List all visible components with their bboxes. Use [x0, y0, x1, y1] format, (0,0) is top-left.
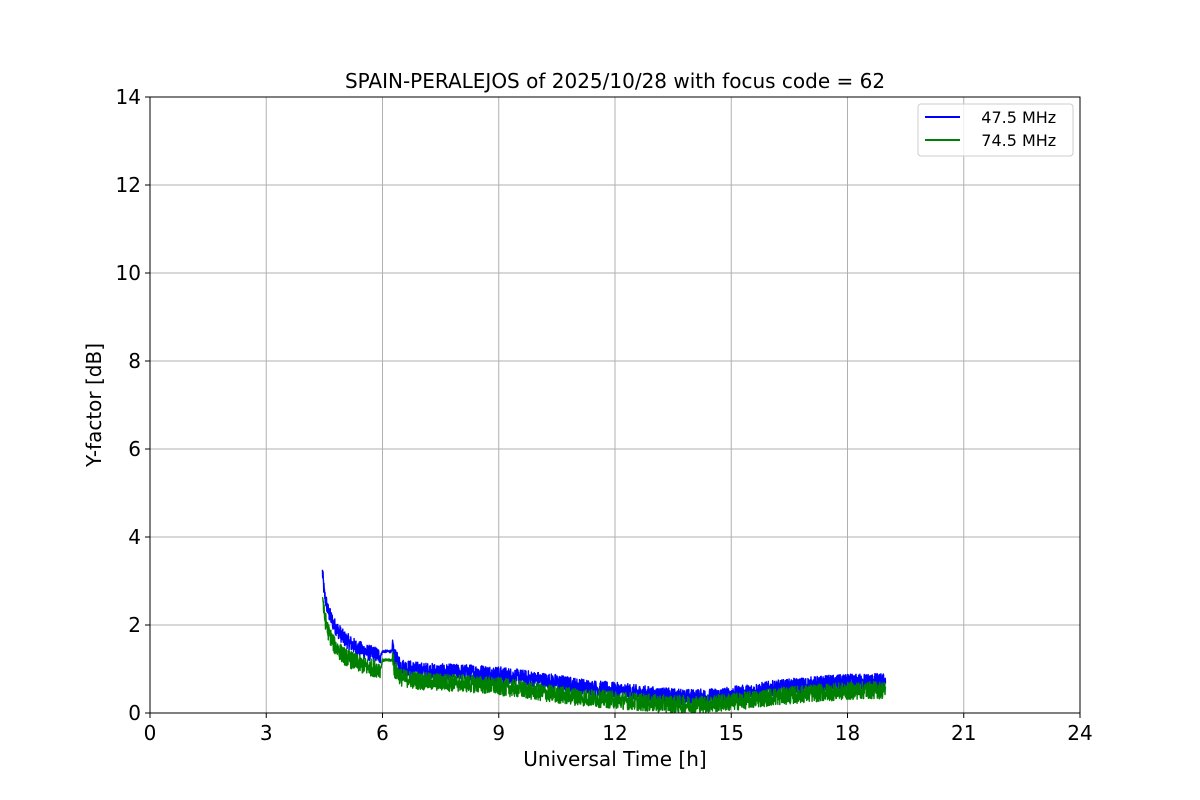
x-tick-label: 18 [835, 721, 860, 745]
y-tick-label: 14 [116, 85, 141, 109]
x-tick-label: 6 [376, 721, 389, 745]
y-tick-label: 6 [128, 437, 141, 461]
x-axis-title: Universal Time [h] [523, 747, 706, 771]
legend: 47.5 MHz 74.5 MHz [917, 103, 1074, 157]
x-tick-label: 0 [144, 721, 157, 745]
x-tick-label: 12 [602, 721, 627, 745]
y-tick-label: 8 [128, 349, 141, 373]
y-tick-label: 10 [116, 261, 141, 285]
chart-title: SPAIN-PERALEJOS of 2025/10/28 with focus… [345, 69, 885, 93]
x-tick-label: 24 [1067, 721, 1092, 745]
y-tick-label: 2 [128, 613, 141, 637]
legend-label-47-5-mhz: 47.5 MHz [966, 108, 1056, 127]
y-axis-title: Y-factor [dB] [82, 343, 106, 468]
legend-label-74-5-mhz: 74.5 MHz [966, 131, 1056, 150]
x-tick-label: 9 [492, 721, 505, 745]
y-tick-label: 12 [116, 173, 141, 197]
x-tick-label: 15 [719, 721, 744, 745]
x-tick-label: 3 [260, 721, 273, 745]
y-tick-label: 4 [128, 525, 141, 549]
series-line-74-5-mhz [321, 597, 887, 713]
y-tick-label: 0 [128, 701, 141, 725]
series-group [321, 569, 887, 713]
x-tick-label: 21 [951, 721, 976, 745]
